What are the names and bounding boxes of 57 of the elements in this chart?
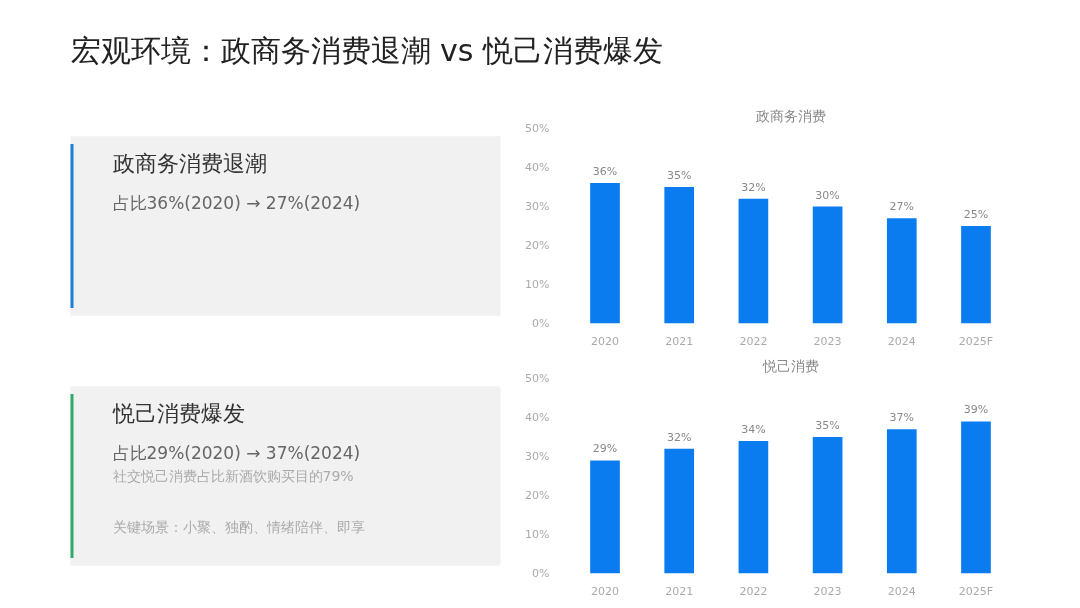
y-tick-label: 40%: [525, 161, 550, 174]
chart-title: 政商务消费: [755, 107, 826, 124]
x-tick-label: 2024: [887, 334, 916, 348]
x-tick-label: 2023: [813, 334, 842, 348]
text: 占比36%(2020) → 27%(2024): [112, 192, 361, 213]
bar: [738, 440, 769, 574]
bar: [886, 429, 917, 574]
y-tick-label: 0%: [532, 317, 550, 330]
bar: [812, 206, 843, 324]
data-label: 35%: [815, 419, 840, 432]
y-tick-label: 30%: [525, 450, 550, 463]
bar: [961, 421, 991, 574]
y-tick-label: 10%: [525, 278, 550, 291]
data-label: 34%: [741, 422, 766, 436]
text: 悦己消费爆发: [111, 401, 245, 427]
data-label: 25%: [963, 208, 989, 221]
text: 宏观环境：政商务消费退潮 vs 悦己消费爆发: [70, 33, 663, 68]
y-tick-label: 0%: [532, 567, 550, 580]
data-label: 35%: [666, 169, 692, 182]
x-tick-label: 2025F: [958, 334, 994, 348]
data-label: 39%: [963, 403, 989, 417]
x-tick-label: 2020: [591, 584, 620, 598]
y-tick-label: 40%: [525, 411, 550, 424]
bar: [590, 460, 620, 574]
chart-title: 悦己消费: [761, 357, 819, 374]
bar: [590, 183, 620, 324]
text: 关键场景：小聚、独酌、情绪陪伴、即享: [112, 518, 365, 535]
data-label: 32%: [666, 430, 692, 444]
bar: [886, 218, 917, 324]
data-label: 29%: [592, 442, 618, 456]
bar: [961, 226, 991, 324]
x-tick-label: 2025F: [958, 584, 994, 598]
bar: [664, 448, 695, 574]
x-tick-label: 2024: [887, 584, 916, 598]
x-tick-label: 2022: [739, 334, 768, 348]
x-tick-label: 2020: [591, 334, 620, 348]
y-tick-label: 20%: [525, 489, 550, 502]
bar: [812, 437, 843, 574]
bar: [664, 187, 695, 324]
y-tick-label: 50%: [525, 122, 550, 135]
x-tick-label: 2021: [665, 334, 694, 348]
text: 占比29%(2020) → 37%(2024): [112, 442, 361, 463]
y-tick-label: 50%: [525, 372, 550, 385]
data-label: 36%: [592, 165, 618, 179]
text: 政商务消费退潮: [112, 151, 267, 177]
y-tick-label: 10%: [525, 528, 550, 541]
x-tick-label: 2022: [739, 584, 768, 598]
data-label: 32%: [741, 180, 766, 194]
x-tick-label: 2021: [665, 584, 694, 598]
text: 社交悦己消费占比新酒饮购买目的79%: [112, 468, 354, 484]
x-tick-label: 2023: [813, 584, 842, 598]
data-label: 37%: [889, 411, 915, 425]
bar: [738, 198, 769, 324]
data-label: 30%: [815, 188, 840, 202]
data-label: 27%: [889, 200, 915, 214]
y-tick-label: 30%: [525, 200, 550, 213]
y-tick-label: 20%: [525, 239, 550, 252]
